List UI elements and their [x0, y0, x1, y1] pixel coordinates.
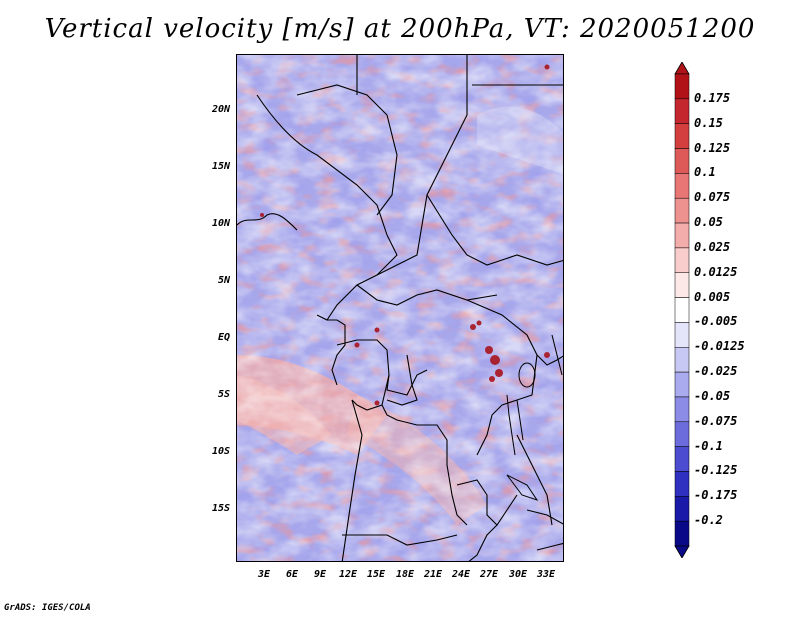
- colorbar-segment: [674, 421, 690, 447]
- lat-label: 10S: [211, 446, 230, 457]
- lon-label: 24E: [451, 569, 471, 580]
- legend-label: 0.0125: [694, 264, 738, 279]
- legend-label: -0.075: [694, 413, 738, 428]
- legend-label: -0.025: [694, 364, 738, 379]
- colorbar-segment: [674, 520, 690, 547]
- velocity-field: [237, 55, 563, 561]
- colorbar-segment: [674, 322, 690, 348]
- legend-label: 0.075: [694, 190, 731, 205]
- lat-label: 15S: [211, 503, 230, 514]
- legend-label: -0.2: [694, 513, 723, 528]
- lat-label: 5S: [217, 389, 230, 400]
- lat-label: 15N: [211, 161, 230, 172]
- colorbar-segment: [674, 297, 690, 323]
- lon-label: 33E: [536, 569, 556, 580]
- colorbar-segment: [674, 496, 690, 522]
- legend-label: 0.1: [694, 165, 716, 180]
- country-borders: [237, 55, 563, 561]
- legend-label: -0.05: [694, 388, 731, 403]
- colorbar-segment: [674, 123, 690, 149]
- footer-credit: GrADS: IGES/COLA: [4, 603, 91, 613]
- chart-title: Vertical velocity [m/s] at 200hPa, VT: 2…: [44, 14, 756, 44]
- legend-label: 0.175: [694, 90, 731, 105]
- legend-label: 0.15: [694, 115, 723, 130]
- colorbar-segment: [674, 197, 690, 224]
- colorbar-segment: [674, 98, 690, 124]
- map-canvas: [237, 55, 563, 561]
- lon-label: 30E: [508, 569, 528, 580]
- lakes: [506, 334, 563, 501]
- colorbar-lower-arrow: [674, 545, 690, 559]
- colorbar-segment: [674, 73, 690, 100]
- colorbar-upper-arrow: [674, 61, 690, 75]
- lon-label: 6E: [285, 569, 299, 580]
- colorbar-segment: [674, 347, 690, 373]
- legend-label: -0.0125: [694, 339, 745, 354]
- lon-label: 18E: [395, 569, 415, 580]
- colorbar-segment: [674, 446, 690, 472]
- colorbar-segment: [674, 396, 690, 423]
- lon-label: 12E: [338, 569, 358, 580]
- legend-label: -0.175: [694, 488, 738, 503]
- lon-label: 21E: [423, 569, 443, 580]
- legend-label: 0.025: [694, 239, 731, 254]
- legend-label: -0.125: [694, 463, 738, 478]
- legend-label: -0.005: [694, 314, 738, 329]
- colorbar-segment: [674, 471, 690, 497]
- colorbar-segment: [674, 272, 690, 298]
- map-panel: [236, 54, 564, 562]
- lon-label: 3E: [257, 569, 271, 580]
- lat-label: 10N: [211, 218, 230, 229]
- legend-label: 0.005: [694, 289, 731, 304]
- colorbar-segment: [674, 173, 690, 199]
- colorbar-segment: [674, 371, 690, 398]
- lat-label: 20N: [211, 104, 230, 115]
- colorbar-segment: [674, 247, 690, 273]
- legend-label: 0.05: [694, 215, 723, 230]
- colorbar: [674, 61, 690, 559]
- colorbar-segment: [674, 148, 690, 174]
- lon-label: 9E: [313, 569, 327, 580]
- legend-label: -0.1: [694, 438, 723, 453]
- color-legend: 0.175 0.15 0.125 0.1 0.075 0.05 0.025 0.0125 0.0…: [672, 61, 792, 559]
- legend-label: 0.125: [694, 140, 731, 155]
- lat-label: EQ: [217, 332, 230, 343]
- lat-label: 5N: [217, 275, 230, 286]
- lon-label: 15E: [366, 569, 386, 580]
- colorbar-segment: [674, 222, 690, 249]
- lon-label: 27E: [479, 569, 499, 580]
